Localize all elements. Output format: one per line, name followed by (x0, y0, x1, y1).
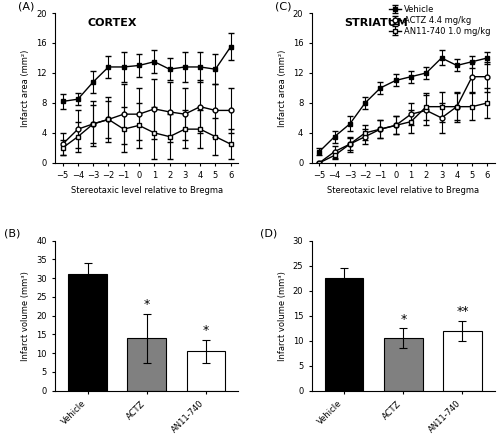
Bar (68, 274, 106, 391)
X-axis label: Stereotaxic level relative to Bregma: Stereotaxic level relative to Bregma (70, 186, 223, 195)
Text: STRIATUM: STRIATUM (344, 17, 408, 27)
Bar (384, 338, 422, 391)
Bar (444, 331, 482, 391)
Text: *: * (144, 298, 150, 311)
Bar (325, 278, 364, 391)
Y-axis label: Infarct volume (mm³): Infarct volume (mm³) (22, 271, 30, 361)
Bar (128, 338, 166, 391)
Text: *: * (202, 324, 209, 337)
Text: **: ** (456, 305, 468, 318)
Y-axis label: Infarct area (mm²): Infarct area (mm²) (22, 49, 30, 127)
Legend: Vehicle, ACTZ 4.4 mg/kg, AN11-740 1.0 mg/kg: Vehicle, ACTZ 4.4 mg/kg, AN11-740 1.0 mg… (388, 5, 491, 36)
Y-axis label: Infarct volume (mm³): Infarct volume (mm³) (278, 271, 287, 361)
Text: (D): (D) (260, 229, 278, 239)
Y-axis label: Infarct area (mm²): Infarct area (mm²) (278, 49, 287, 127)
Text: *: * (400, 312, 406, 326)
Text: (A): (A) (18, 1, 34, 11)
Bar (186, 351, 225, 391)
Text: (C): (C) (275, 1, 291, 11)
Text: (B): (B) (4, 229, 20, 239)
Text: CORTEX: CORTEX (88, 17, 138, 27)
X-axis label: Stereotaxic level relative to Bregma: Stereotaxic level relative to Bregma (328, 186, 480, 195)
